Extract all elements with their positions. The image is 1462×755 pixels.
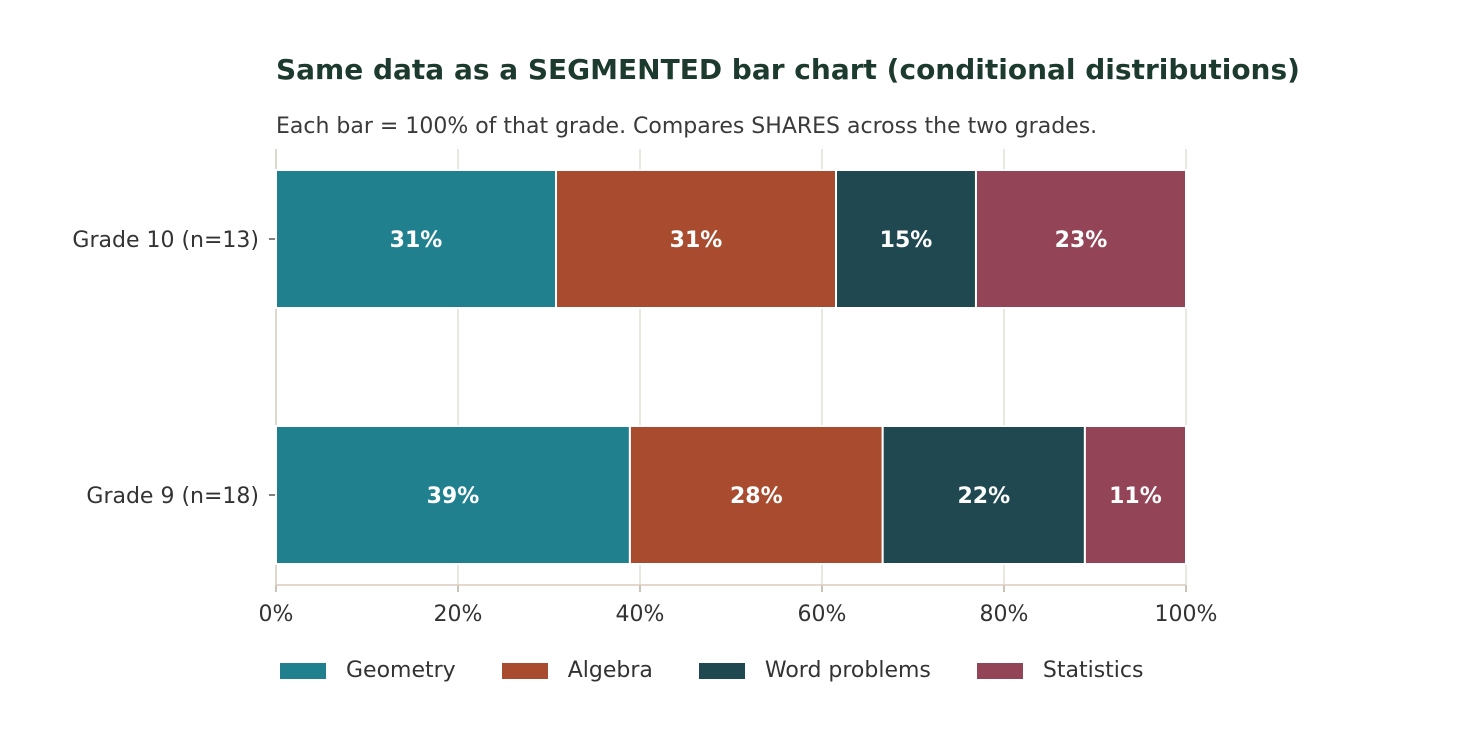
bar-segment <box>881 425 1086 565</box>
y-tick-label: Grade 10 (n=13) <box>72 228 259 253</box>
data-label: 23% <box>1055 228 1108 253</box>
data-label: 22% <box>957 484 1010 509</box>
legend-label-statistics: Statistics <box>1042 658 1144 683</box>
data-label: 31% <box>390 228 443 253</box>
x-tick-label: 80% <box>980 602 1029 627</box>
data-label: 39% <box>427 484 480 509</box>
bar-segment <box>275 425 631 565</box>
y-tick-label: Grade 9 (n=18) <box>86 484 259 509</box>
bar-segment <box>974 169 1187 309</box>
x-tick-label: 40% <box>616 602 665 627</box>
legend-label-algebra: Algebra <box>567 658 653 683</box>
legend-item-statistics: Statistics <box>976 658 1144 683</box>
x-tick-label: 20% <box>434 602 483 627</box>
x-tick-label: 100% <box>1155 602 1218 627</box>
legend-swatch-statistics <box>976 662 1023 679</box>
data-label: 31% <box>670 228 723 253</box>
legend-swatch-geometry <box>280 662 326 679</box>
legend-item-geometry: Geometry <box>280 658 456 683</box>
legend-swatch-word-problems <box>698 662 745 679</box>
x-tick-label: 60% <box>798 602 847 627</box>
bar-segment <box>628 425 884 565</box>
data-label: 28% <box>730 484 783 509</box>
chart-subtitle: Each bar = 100% of that grade. Compares … <box>276 114 1098 139</box>
legend-item-word-problems: Word problems <box>698 658 931 683</box>
legend-label-word-problems: Word problems <box>764 658 931 683</box>
chart-title: Same data as a SEGMENTED bar chart (cond… <box>276 53 1300 86</box>
data-label: 15% <box>880 228 933 253</box>
legend-label-geometry: Geometry <box>346 658 456 683</box>
x-tick-label: 0% <box>259 602 294 627</box>
data-label: 11% <box>1109 484 1162 509</box>
bar-segment <box>1083 425 1188 565</box>
legend-swatch-algebra <box>501 662 548 679</box>
legend-item-algebra: Algebra <box>501 658 653 683</box>
bar-segment <box>835 169 977 309</box>
legend: Geometry Algebra Word problems Statistic… <box>280 658 1189 683</box>
